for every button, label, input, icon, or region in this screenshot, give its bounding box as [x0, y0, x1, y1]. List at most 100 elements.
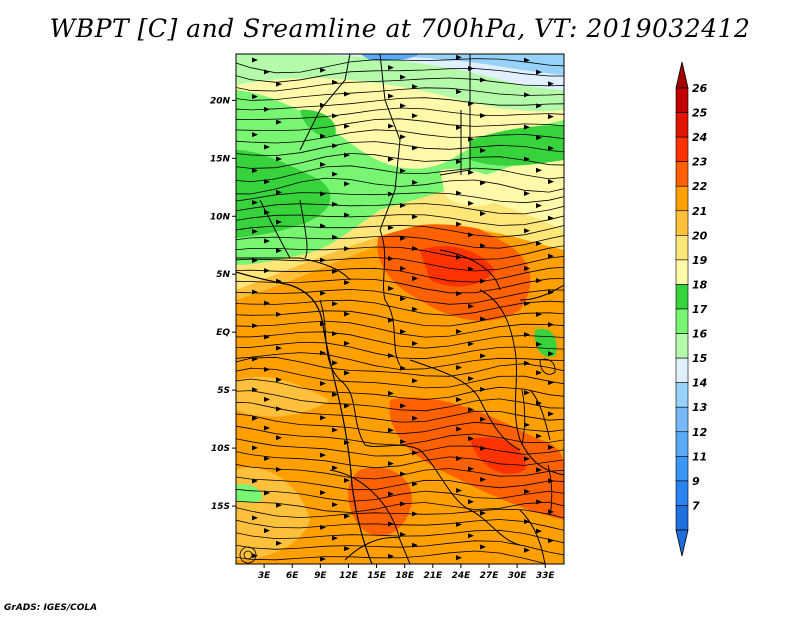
- streamline-arrow: [332, 535, 338, 541]
- streamline-arrow: [524, 156, 530, 162]
- streamline-arrow: [412, 450, 418, 456]
- grads-credit: GrADS: IGES/COLA: [4, 603, 98, 613]
- streamline-arrow: [276, 156, 282, 162]
- streamline-arrow: [468, 232, 474, 238]
- colorbar-label: 25: [692, 107, 708, 120]
- streamline-arrow: [276, 406, 282, 412]
- streamline-arrow: [388, 353, 394, 359]
- streamline-arrow: [480, 180, 486, 186]
- streamline-arrow: [332, 360, 338, 366]
- streamline-arrow: [456, 124, 462, 130]
- streamline-arrow: [276, 540, 282, 546]
- streamline-arrow: [320, 452, 326, 458]
- streamline-arrow: [480, 445, 486, 451]
- streamline-arrow: [400, 403, 406, 409]
- streamline-arrow: [548, 444, 554, 450]
- streamline-arrow: [264, 425, 270, 431]
- colorbar-swatch: [675, 456, 689, 482]
- streamline-arrow: [320, 490, 326, 496]
- streamline-arrow: [400, 203, 406, 209]
- lon-tick-label: 12E: [339, 571, 359, 581]
- streamline: [236, 245, 564, 260]
- streamline-arrow: [456, 521, 462, 527]
- streamline-arrow: [536, 370, 542, 376]
- streamline-arrow: [320, 133, 326, 139]
- streamline-arrow: [524, 266, 530, 272]
- lon-tick-label: 18E: [395, 571, 415, 581]
- streamline-arrow: [468, 200, 474, 206]
- streamline-arrow: [400, 235, 406, 241]
- colorbar-swatch: [675, 406, 689, 433]
- streamline-arrow: [524, 228, 530, 234]
- colorbar-label: 14: [692, 377, 707, 390]
- streamline-arrow: [344, 340, 350, 346]
- colorbar-swatch: [675, 136, 689, 162]
- streamline-arrow: [276, 502, 282, 508]
- streamline-arrow: [412, 179, 418, 185]
- streamline-arrow: [332, 113, 338, 119]
- streamline-arrow: [524, 124, 530, 130]
- streamline: [236, 77, 564, 92]
- streamline-arrow: [536, 499, 542, 505]
- streamline-arrow: [400, 74, 406, 80]
- colorbar-label: 12: [692, 426, 708, 439]
- streamline: [236, 507, 564, 519]
- streamline: [236, 68, 564, 83]
- streamline-arrow: [344, 279, 350, 285]
- streamline-arrow: [320, 162, 326, 168]
- colorbar-label: 9: [692, 475, 700, 488]
- streamline-arrow: [276, 466, 282, 472]
- streamline-arrow: [388, 390, 394, 396]
- streamline-arrow: [480, 353, 486, 359]
- colorbar-swatch: [675, 259, 689, 285]
- streamline-arrow: [332, 201, 338, 207]
- streamline-arrow: [456, 221, 462, 227]
- colorbar-swatch: [675, 431, 689, 457]
- streamline-arrow: [252, 94, 258, 100]
- streamline: [236, 129, 564, 144]
- colorbar-label: 21: [692, 205, 707, 218]
- colorbar-swatch: [675, 505, 689, 531]
- streamline-arrow: [456, 159, 462, 165]
- streamline-arrow: [468, 533, 474, 539]
- streamline-arrow: [480, 278, 486, 284]
- lon-tick-label: 30E: [508, 571, 528, 581]
- streamline-arrow: [264, 238, 270, 244]
- streamline-arrow: [320, 556, 326, 562]
- streamline-arrow: [480, 77, 486, 83]
- streamline-arrow: [400, 103, 406, 109]
- colorbar-label: 26: [692, 82, 708, 95]
- streamline-arrow: [388, 123, 394, 129]
- streamline-arrow: [536, 433, 542, 439]
- colorbar-max-arrow: [675, 61, 689, 89]
- streamline-arrow: [264, 490, 270, 496]
- lat-tick-label: 10S: [211, 444, 230, 454]
- streamline-arrow: [548, 215, 554, 221]
- colorbar-swatch: [675, 112, 689, 138]
- streamline-arrow: [480, 386, 486, 392]
- streamline-arrow: [276, 81, 282, 87]
- streamline-arrow: [252, 132, 258, 138]
- streamline-arrow: [536, 135, 542, 141]
- streamline-arrow: [412, 340, 418, 346]
- lake: [521, 389, 526, 446]
- streamline-arrow: [412, 214, 418, 220]
- streamline-arrow: [400, 365, 406, 371]
- streamline-arrow: [456, 426, 462, 432]
- streamline: [236, 390, 564, 412]
- streamline-arrow: [548, 380, 554, 386]
- streamline-arrow: [388, 491, 394, 497]
- colorbar-swatch: [675, 161, 689, 187]
- streamline-arrow: [344, 513, 350, 519]
- streamline-arrow: [264, 179, 270, 185]
- streamline-arrow: [536, 341, 542, 347]
- streamline-arrow: [400, 134, 406, 140]
- streamline-arrow: [480, 211, 486, 217]
- streamline-arrow: [388, 427, 394, 433]
- streamline: [236, 97, 564, 111]
- streamline-arrow: [388, 285, 394, 291]
- streamline-arrow: [332, 465, 338, 471]
- streamline-arrow: [412, 306, 418, 312]
- colorbar-label: 15: [692, 352, 708, 365]
